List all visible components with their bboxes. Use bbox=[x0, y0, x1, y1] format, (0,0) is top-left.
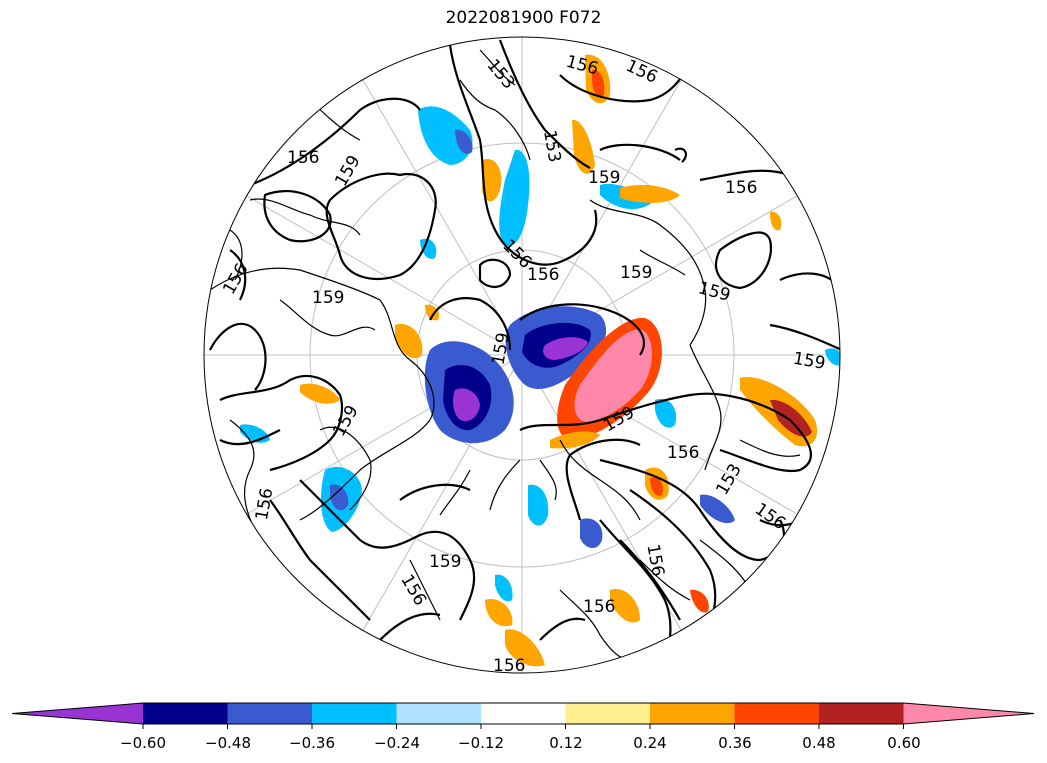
colorbar-segment bbox=[565, 703, 650, 724]
anomaly-blob bbox=[610, 589, 640, 623]
anomaly-blob bbox=[453, 388, 480, 422]
anomaly-blob bbox=[770, 399, 812, 437]
contour-label: 159 bbox=[312, 288, 344, 308]
contour-label: 156 bbox=[725, 178, 757, 198]
anomaly-blob bbox=[825, 348, 840, 366]
anomaly-blob bbox=[770, 211, 782, 231]
colorbar-tick-label: 0.60 bbox=[887, 734, 921, 752]
contour-label: 156 bbox=[527, 265, 559, 285]
colorbar-segment bbox=[819, 703, 904, 724]
anomaly-blob bbox=[425, 304, 440, 321]
contour-label: 156 bbox=[583, 597, 615, 617]
colorbar-tick-label: 0.48 bbox=[802, 734, 836, 752]
anomaly-blob bbox=[528, 484, 549, 526]
anomaly-blob bbox=[485, 599, 513, 627]
anomaly-blob bbox=[700, 494, 735, 524]
colorbar-segment bbox=[481, 703, 566, 724]
anomaly-blob bbox=[395, 324, 423, 359]
colorbar-segments bbox=[11, 702, 1035, 725]
colorbar-segment bbox=[312, 703, 397, 724]
contour-label: 159 bbox=[620, 263, 652, 283]
contour-label: 156 bbox=[287, 148, 319, 168]
colorbar-tick-label: −0.60 bbox=[120, 734, 166, 752]
anomaly-blob bbox=[482, 159, 502, 202]
colorbar-tick-label: 0.36 bbox=[718, 734, 752, 752]
anomaly-blob bbox=[330, 484, 349, 511]
contour-label: 159 bbox=[588, 168, 620, 188]
colorbar-tick-label: −0.24 bbox=[374, 734, 420, 752]
contour-label: 159 bbox=[429, 552, 461, 572]
colorbar-tick-label: 0.12 bbox=[549, 734, 583, 752]
anomaly-blob bbox=[690, 589, 709, 613]
contour-label: 156 bbox=[667, 443, 699, 463]
anomaly-blob bbox=[420, 238, 437, 259]
colorbar-segment bbox=[396, 703, 481, 724]
colorbar-tick-label: −0.48 bbox=[205, 734, 251, 752]
colorbar-segment bbox=[12, 703, 143, 724]
colorbar-segment bbox=[143, 703, 228, 724]
anomaly-blob bbox=[455, 129, 473, 154]
anomaly-blob bbox=[650, 477, 663, 496]
height-contours bbox=[209, 39, 840, 671]
colorbar-ticks bbox=[142, 724, 904, 729]
colorbar-tick-label: −0.12 bbox=[458, 734, 504, 752]
anomaly-blob bbox=[655, 398, 677, 428]
colorbar-tick-label: −0.36 bbox=[289, 734, 335, 752]
anomaly-blob bbox=[505, 629, 545, 667]
anomaly-blob bbox=[418, 106, 473, 165]
map-boundary bbox=[203, 36, 841, 674]
colorbar-segment bbox=[650, 703, 735, 724]
anomaly-blob bbox=[620, 184, 680, 203]
anomaly-blob bbox=[543, 337, 588, 360]
anomaly-blob bbox=[495, 574, 513, 602]
coastlines bbox=[209, 49, 801, 661]
contour-label: 156 bbox=[493, 656, 525, 676]
anomaly-blob bbox=[580, 518, 603, 549]
anomaly-blob bbox=[300, 383, 340, 404]
colorbar-segment bbox=[227, 703, 312, 724]
map-title: 2022081900 F072 bbox=[445, 8, 602, 28]
colorbar-segment bbox=[734, 703, 819, 724]
colorbar-segment bbox=[903, 703, 1034, 724]
anomaly-blob bbox=[499, 149, 530, 246]
anomaly-blob bbox=[574, 329, 653, 422]
colorbar-tick-label: 0.24 bbox=[633, 734, 667, 752]
anomaly-blob bbox=[592, 69, 605, 97]
